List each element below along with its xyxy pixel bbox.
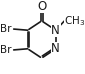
Text: N: N — [51, 24, 60, 37]
Text: N: N — [51, 42, 60, 55]
Text: Br: Br — [0, 24, 11, 34]
Text: Br: Br — [0, 45, 11, 55]
Text: CH$_3$: CH$_3$ — [64, 14, 85, 28]
Text: O: O — [37, 0, 46, 13]
